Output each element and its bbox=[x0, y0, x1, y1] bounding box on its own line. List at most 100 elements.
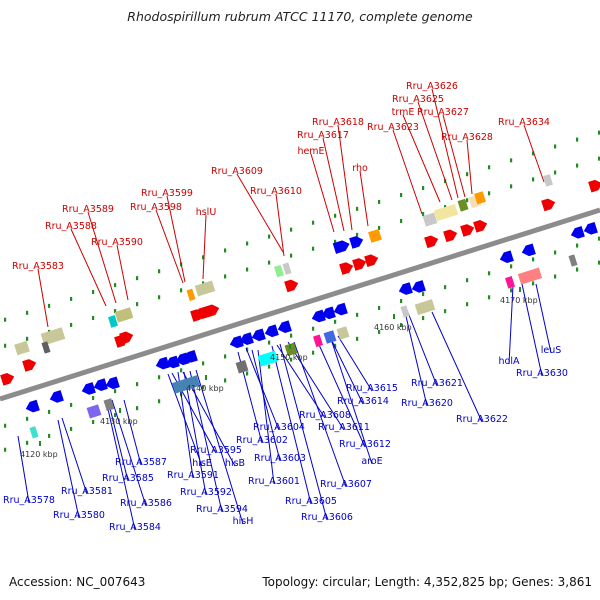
gene-shape bbox=[274, 264, 284, 278]
track-dot bbox=[4, 317, 7, 322]
track-dot bbox=[48, 303, 51, 308]
track-dot bbox=[576, 267, 579, 272]
track-dot bbox=[26, 440, 29, 445]
leader-line bbox=[359, 170, 369, 227]
gene-shape bbox=[349, 236, 364, 249]
genome-backbone bbox=[0, 207, 600, 402]
track-dot bbox=[268, 340, 271, 345]
leader-line bbox=[107, 399, 129, 482]
leader-line bbox=[329, 336, 364, 405]
leader-line bbox=[293, 341, 347, 488]
gene-shape bbox=[311, 309, 326, 323]
leader-line bbox=[61, 417, 88, 495]
tick-label: 4170 kbp bbox=[500, 296, 538, 305]
gene-arrow bbox=[93, 378, 108, 391]
bottom-label-24: aroE bbox=[361, 456, 382, 467]
track-dot bbox=[26, 336, 29, 341]
track-dot bbox=[48, 433, 51, 438]
track-dot bbox=[180, 288, 183, 293]
gene-arrow bbox=[499, 250, 514, 264]
track-dot bbox=[488, 295, 491, 300]
gene-arrow bbox=[81, 382, 96, 395]
track-dot bbox=[224, 378, 227, 383]
gene-shape bbox=[517, 267, 543, 285]
top-label-0: Rru_A3583 bbox=[12, 261, 64, 272]
leader-line bbox=[329, 335, 373, 465]
genome-map: 4120 kbp 4130 kbp 4140 kbp 4150 kbp 4160 kbp… bbox=[0, 81, 600, 533]
track-dot bbox=[510, 184, 513, 189]
track-dot bbox=[268, 234, 271, 239]
top-label-2: Rru_A3589 bbox=[62, 204, 114, 215]
gene-arrow bbox=[400, 305, 410, 318]
bottom-label-3: Rru_A3585 bbox=[102, 473, 154, 484]
gene-shape bbox=[22, 359, 37, 372]
track-dot bbox=[532, 151, 535, 156]
gene-shape bbox=[333, 302, 348, 316]
top-label-7: Rru_A3609 bbox=[211, 166, 263, 177]
gene-arrow bbox=[41, 341, 51, 354]
gene-arrow bbox=[460, 224, 475, 237]
top-label-11: Rru_A3618 bbox=[312, 117, 364, 128]
bottom-label-15: Rru_A3604 bbox=[253, 422, 305, 433]
track-dot bbox=[268, 364, 271, 369]
accession-text: Accession: NC_007643 bbox=[9, 575, 146, 589]
gene-arrow bbox=[229, 335, 244, 349]
leader-line bbox=[417, 101, 453, 201]
top-label-5: Rru_A3598 bbox=[130, 202, 182, 213]
gene-shape bbox=[114, 307, 134, 323]
gene-shape bbox=[400, 305, 410, 318]
track-dot bbox=[576, 137, 579, 142]
track-dot bbox=[554, 250, 557, 255]
leader-line bbox=[406, 309, 438, 387]
gene-arrow bbox=[321, 306, 336, 320]
gene-arrow bbox=[251, 328, 266, 342]
track-dot bbox=[268, 260, 271, 265]
track-dot bbox=[92, 420, 95, 425]
gene-arrow bbox=[284, 342, 298, 357]
track-dot bbox=[378, 329, 381, 334]
track-dot bbox=[488, 271, 491, 276]
gene-arrow bbox=[541, 198, 556, 212]
gene-arrow bbox=[183, 349, 198, 363]
track-dot bbox=[598, 130, 600, 135]
scale-ticks: 4120 kbp 4130 kbp 4140 kbp 4150 kbp 4160 kbp… bbox=[20, 287, 538, 459]
gene-shape bbox=[108, 315, 118, 328]
track-dot bbox=[488, 165, 491, 170]
leader-line bbox=[337, 124, 353, 231]
gene-arrow bbox=[568, 254, 578, 267]
track-dot bbox=[246, 371, 249, 376]
track-dot bbox=[224, 274, 227, 279]
track-dot bbox=[202, 385, 205, 390]
bottom-label-12: Rru_A3594 bbox=[196, 504, 248, 515]
leader-line bbox=[322, 137, 345, 232]
gene-shape bbox=[251, 328, 266, 342]
leader-line bbox=[535, 283, 552, 354]
leader-line bbox=[37, 268, 49, 328]
track-dot bbox=[510, 288, 513, 293]
leader-line bbox=[123, 399, 142, 466]
track-dot bbox=[422, 292, 425, 297]
bottom-label-2: Rru_A3580 bbox=[53, 510, 105, 521]
track-dot bbox=[136, 406, 139, 411]
track-dot bbox=[70, 402, 73, 407]
gene-arrow bbox=[105, 376, 120, 390]
track-dot bbox=[224, 248, 227, 253]
gene-shape bbox=[443, 229, 458, 243]
gene-shape bbox=[323, 330, 337, 344]
gene-arrow bbox=[205, 304, 220, 318]
leader-line bbox=[70, 228, 107, 307]
gene-arrow bbox=[339, 262, 354, 275]
gene-shape bbox=[119, 331, 134, 345]
track-dot bbox=[488, 191, 491, 196]
gene-arrow bbox=[521, 243, 536, 257]
track-dot bbox=[312, 326, 315, 331]
track-dot bbox=[378, 199, 381, 204]
gene-shape bbox=[424, 235, 439, 249]
leader-line bbox=[442, 114, 466, 198]
gene-arrow bbox=[332, 240, 350, 254]
gene-shape bbox=[25, 399, 40, 413]
gene-shape bbox=[277, 320, 292, 333]
gene-arrow bbox=[457, 198, 469, 212]
bottom-label-20: Rru_A3605 bbox=[285, 496, 337, 507]
gene-arrow bbox=[40, 327, 66, 346]
